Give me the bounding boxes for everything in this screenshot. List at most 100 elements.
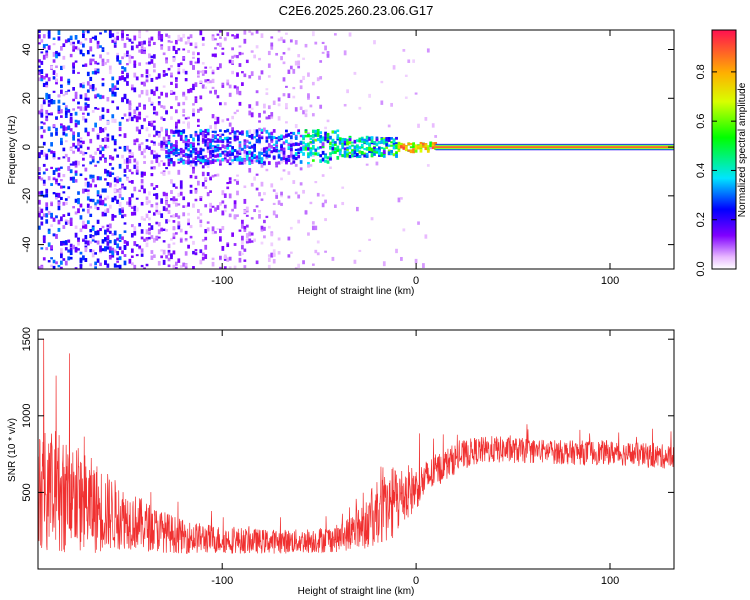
spectrogram-cell xyxy=(111,76,115,81)
spectrogram-cell xyxy=(165,133,168,137)
spectrogram-cell xyxy=(404,148,408,152)
spectrogram-cell xyxy=(111,233,115,236)
spectrogram-cell xyxy=(106,224,110,228)
spectrogram-cell xyxy=(148,210,151,214)
spectrogram-cell xyxy=(45,118,49,122)
spectrogram-cell xyxy=(135,169,139,173)
spectrogram-xtick-label: 100 xyxy=(601,275,619,287)
spectrogram-cell xyxy=(133,186,137,192)
spectrogram-cell xyxy=(231,159,234,162)
spectrogram-cell xyxy=(157,73,161,78)
spectrogram-cell xyxy=(91,84,95,89)
spectrogram-cell xyxy=(113,187,117,193)
spectrogram-cell xyxy=(67,89,71,92)
spectrogram-cell xyxy=(248,104,252,109)
spectrogram-cell xyxy=(336,156,340,160)
spectrogram-cell xyxy=(89,38,93,43)
spectrogram-cell xyxy=(64,198,68,201)
spectrogram-cell xyxy=(395,142,398,146)
spectrogram-cell xyxy=(45,95,49,100)
spectrogram-cell xyxy=(74,211,78,215)
spectrogram-cell xyxy=(177,34,181,40)
spectrogram-cell xyxy=(187,155,190,159)
spectrogram-cell xyxy=(231,70,234,75)
spectrogram-cell xyxy=(336,136,340,140)
spectrogram-cell xyxy=(387,144,391,147)
spectrogram-cell xyxy=(289,147,293,152)
spectrogram-cell xyxy=(409,149,413,154)
spectrogram-cell xyxy=(42,44,46,48)
spectrogram-cell xyxy=(62,43,66,48)
spectrogram-cell xyxy=(116,154,120,158)
spectrogram-cell xyxy=(302,189,305,194)
spectrogram-cell xyxy=(128,180,132,183)
spectrogram-xtick-label: 0 xyxy=(413,275,419,287)
spectrogram-cell xyxy=(329,135,332,140)
spectrogram-cell xyxy=(194,130,198,135)
spectrogram-cell xyxy=(40,121,44,124)
spectrogram-cell xyxy=(390,137,393,140)
spectrogram-cell xyxy=(263,235,266,239)
spectrogram-cell xyxy=(263,219,266,224)
spectrogram-cell xyxy=(214,121,217,125)
spectrogram-cell xyxy=(223,209,227,213)
spectrogram-cell xyxy=(228,256,232,261)
spectrogram-cell xyxy=(140,171,144,175)
spectrogram-cell xyxy=(94,252,98,255)
spectrogram-cell xyxy=(74,145,78,149)
spectrogram-cell xyxy=(57,30,61,36)
spectrogram-cell xyxy=(138,245,142,249)
spectrogram-cell xyxy=(42,54,46,60)
spectrogram-cell xyxy=(243,265,247,269)
spectrogram-cell xyxy=(338,140,342,145)
spectrogram-cell xyxy=(192,137,195,142)
spectrogram-cell xyxy=(270,242,274,247)
spectrogram-cell xyxy=(267,254,271,257)
spectrogram-cell xyxy=(194,189,198,194)
spectrogram-cell xyxy=(192,160,195,164)
spectrogram-cell xyxy=(118,193,122,199)
spectrogram-cell xyxy=(84,127,88,133)
spectrogram-cell xyxy=(233,265,237,269)
spectrogram-cell xyxy=(64,260,68,266)
spectrogram-cell xyxy=(302,141,305,145)
spectrogram-cell xyxy=(79,83,83,88)
spectrogram-cell xyxy=(275,140,279,145)
spectrogram-cell xyxy=(82,30,85,34)
spectrogram-cell xyxy=(174,39,178,45)
spectrogram-cell xyxy=(270,183,274,188)
spectrogram-cell xyxy=(184,266,188,269)
spectrogram-cell xyxy=(67,256,71,261)
spectrogram-cell xyxy=(82,82,85,85)
spectrogram-cell xyxy=(116,265,120,268)
spectrogram-cell xyxy=(390,141,393,144)
spectrogram-cell xyxy=(145,139,149,142)
spectrogram-cell xyxy=(204,204,208,208)
spectrogram-cell xyxy=(116,257,120,261)
spectrogram-cell xyxy=(245,139,249,143)
spectrogram-cell xyxy=(118,60,122,64)
spectrogram-cell xyxy=(89,161,93,165)
spectrogram-cell xyxy=(177,38,181,42)
spectrogram-cell xyxy=(69,243,73,248)
spectrogram-cell xyxy=(390,150,393,154)
spectrogram-cell xyxy=(167,40,171,43)
spectrogram-cell xyxy=(67,125,71,131)
spectrogram-cell xyxy=(152,141,156,146)
spectrogram-cell xyxy=(326,53,330,58)
spectrogram-cell xyxy=(130,154,134,158)
spectrogram-cell xyxy=(258,138,261,142)
spectrogram-cell xyxy=(333,142,337,146)
spectrogram-cell xyxy=(155,86,159,92)
spectrogram-cell xyxy=(228,177,232,180)
spectrogram-cell xyxy=(258,151,261,155)
spectrogram-cell xyxy=(201,155,205,160)
spectrogram-cell xyxy=(297,142,301,146)
spectrogram-cell xyxy=(260,160,264,164)
spectrogram-cell xyxy=(140,142,144,145)
spectrogram-cell xyxy=(60,86,63,89)
spectrogram-cell xyxy=(170,253,173,257)
spectrogram-cell xyxy=(351,141,354,144)
spectrogram-cell xyxy=(226,145,230,150)
spectrogram-cell xyxy=(62,131,66,136)
